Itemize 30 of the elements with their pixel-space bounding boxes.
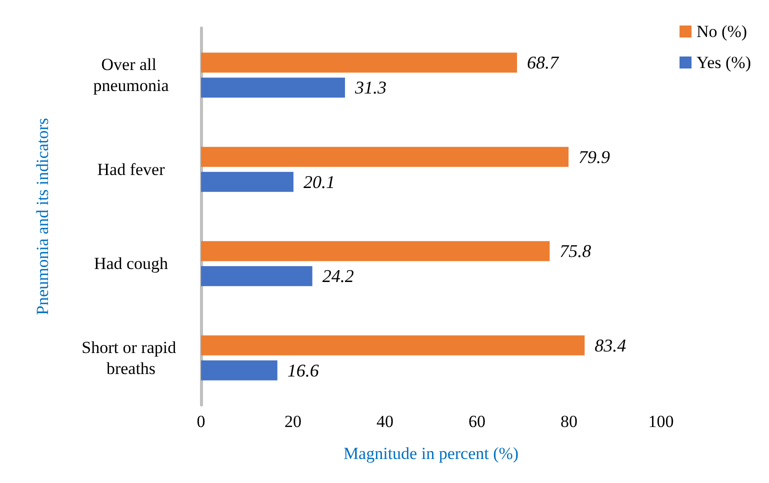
y-axis-title: Pneumonia and its indicators bbox=[33, 118, 52, 315]
x-axis-title: Magnitude in percent (%) bbox=[343, 444, 519, 463]
bar bbox=[201, 360, 278, 380]
data-label: 75.8 bbox=[560, 241, 592, 262]
data-label: 24.2 bbox=[322, 266, 354, 286]
y-tick-label: Had cough bbox=[94, 254, 169, 274]
legend-label: No (%) bbox=[696, 22, 748, 41]
bar bbox=[201, 241, 550, 262]
data-label: 83.4 bbox=[594, 335, 626, 356]
bar bbox=[201, 52, 518, 73]
bar bbox=[201, 146, 569, 167]
data-label: 31.3 bbox=[354, 78, 386, 98]
x-tick-label: 80 bbox=[560, 412, 578, 431]
x-tick-label: 100 bbox=[648, 412, 674, 431]
bar bbox=[201, 266, 312, 286]
bar bbox=[201, 172, 294, 192]
bar bbox=[201, 78, 345, 98]
bar bbox=[201, 335, 585, 356]
y-tick-label: Short or rapid breaths bbox=[82, 338, 180, 378]
data-label: 68.7 bbox=[527, 52, 560, 73]
x-tick-label: 40 bbox=[376, 412, 394, 431]
data-label: 16.6 bbox=[287, 360, 319, 380]
y-tick-label: Over all pneumonia bbox=[93, 55, 170, 96]
y-tick-label: Had fever bbox=[97, 160, 166, 179]
x-tick-label: 0 bbox=[196, 412, 206, 431]
x-tick-label: 60 bbox=[468, 412, 486, 431]
data-label: 20.1 bbox=[303, 172, 335, 192]
x-tick-label: 20 bbox=[284, 412, 302, 431]
data-label: 79.9 bbox=[578, 146, 610, 167]
legend-label: Yes (%) bbox=[696, 53, 752, 72]
